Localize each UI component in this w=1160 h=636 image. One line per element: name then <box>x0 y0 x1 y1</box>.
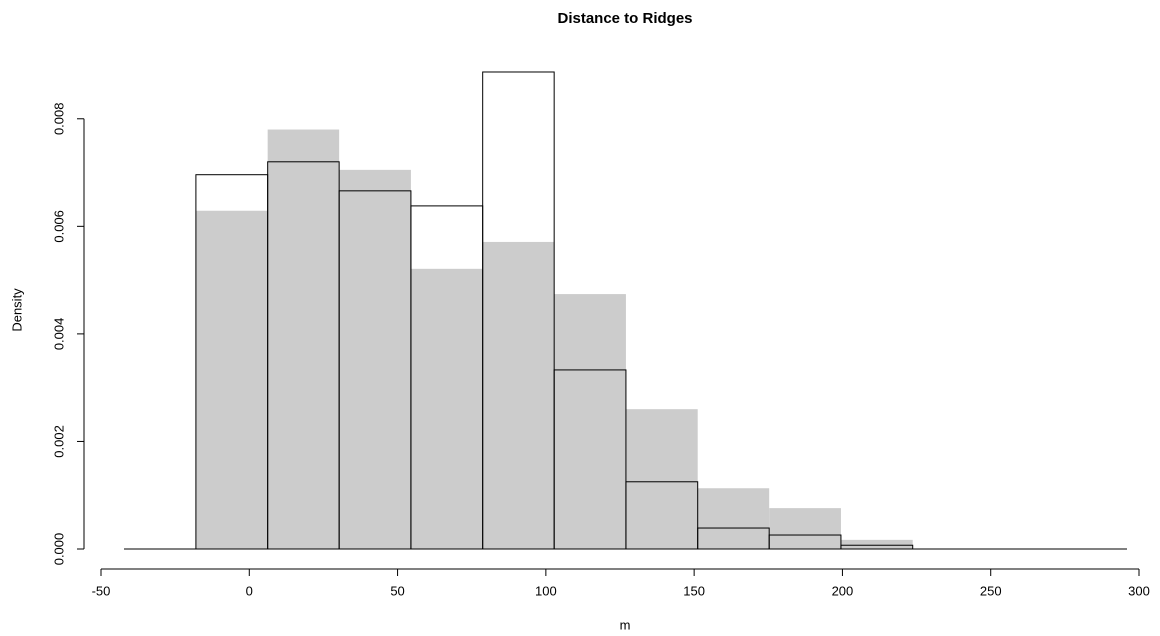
x-axis-label: m <box>620 617 631 632</box>
bar <box>482 71 555 550</box>
x-tick-label: -50 <box>92 583 111 598</box>
bar <box>554 294 626 549</box>
x-tick-label: 100 <box>535 583 557 598</box>
x-tick-label: 0 <box>246 583 253 598</box>
bar <box>195 210 268 549</box>
y-tick-label: 0.008 <box>51 103 66 136</box>
bar <box>768 534 842 550</box>
y-axis-label: Density <box>9 288 24 332</box>
chart-title: Distance to Ridges <box>557 10 692 27</box>
bar <box>769 508 841 549</box>
y-tick-label: 0.004 <box>51 318 66 351</box>
bar <box>267 129 340 550</box>
y-tick-label: 0.002 <box>51 425 66 458</box>
bar <box>840 544 914 550</box>
bar <box>553 369 627 550</box>
bar <box>482 241 555 549</box>
y-tick-label: 0.006 <box>51 210 66 243</box>
bar <box>625 481 699 550</box>
x-tick-label: 300 <box>1128 583 1150 598</box>
bar <box>840 539 913 549</box>
x-tick-label: 50 <box>390 583 404 598</box>
bar <box>625 409 698 549</box>
x-tick-label: 200 <box>832 583 854 598</box>
bar <box>339 169 411 549</box>
x-tick-label: 150 <box>683 583 705 598</box>
bar <box>410 268 483 549</box>
bar <box>697 488 770 549</box>
y-tick-label: 0.000 <box>51 533 66 566</box>
x-tick-label: 250 <box>980 583 1002 598</box>
